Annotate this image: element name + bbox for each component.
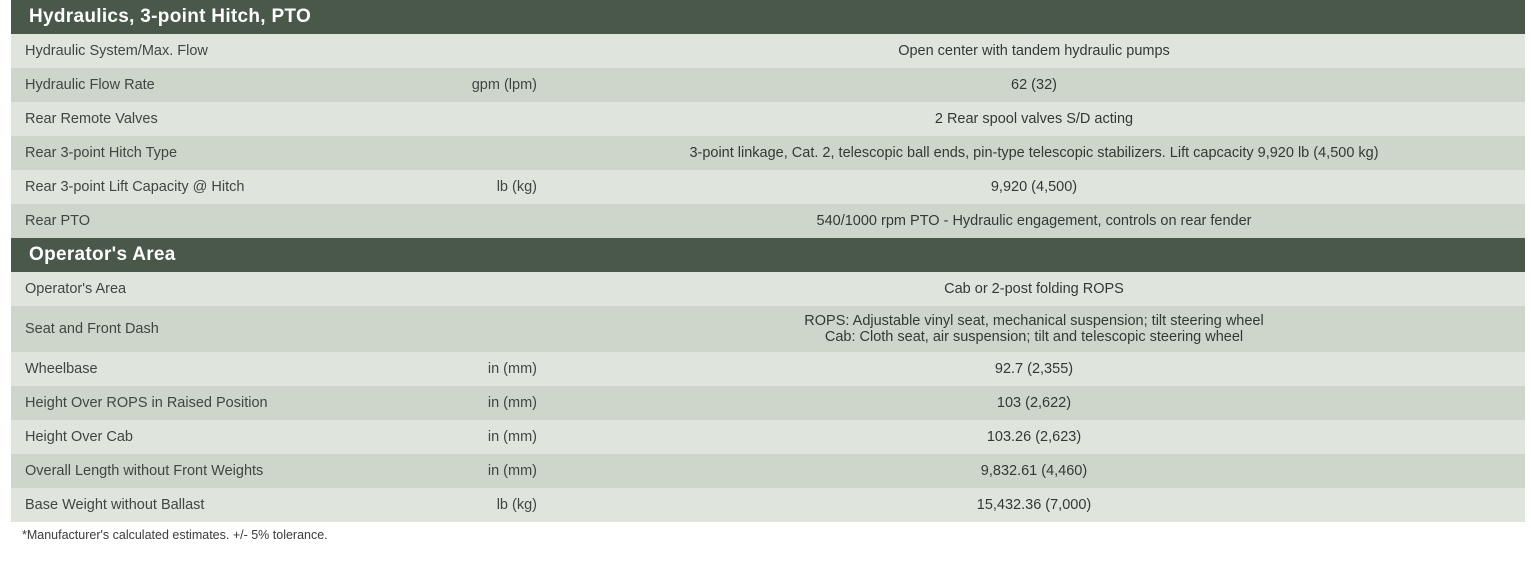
section-header: Hydraulics, 3-point Hitch, PTO bbox=[11, 0, 1525, 34]
spec-value: ROPS: Adjustable vinyl seat, mechanical … bbox=[543, 306, 1525, 352]
spec-value-line: ROPS: Adjustable vinyl seat, mechanical … bbox=[804, 313, 1263, 329]
spec-label: Overall Length without Front Weights bbox=[25, 463, 263, 479]
spec-label-cell: Height Over ROPS in Raised Position in (m… bbox=[11, 386, 543, 420]
spec-label-cell: Base Weight without Ballast lb (kg) bbox=[11, 488, 543, 522]
spec-table: Hydraulics, 3-point Hitch, PTOHydraulic … bbox=[11, 0, 1525, 522]
spec-label: Seat and Front Dash bbox=[25, 321, 159, 337]
spec-label: Rear 3-point Lift Capacity @ Hitch bbox=[25, 179, 244, 195]
spec-label-cell: Seat and Front Dash bbox=[11, 306, 543, 352]
spec-label-cell: Overall Length without Front Weights in (… bbox=[11, 454, 543, 488]
spec-label: Wheelbase bbox=[25, 361, 98, 377]
spec-value: 9,832.61 (4,460) bbox=[543, 454, 1525, 488]
spec-value: 540/1000 rpm PTO - Hydraulic engagement,… bbox=[543, 204, 1525, 238]
spec-row: Hydraulic System/Max. Flow Open center wi… bbox=[11, 34, 1525, 68]
spec-row: Hydraulic Flow Rate gpm (lpm)62 (32) bbox=[11, 68, 1525, 102]
spec-label: Rear 3-point Hitch Type bbox=[25, 145, 177, 161]
spec-label-cell: Rear 3-point Lift Capacity @ Hitch lb (kg… bbox=[11, 170, 543, 204]
spec-value: Open center with tandem hydraulic pumps bbox=[543, 34, 1525, 68]
spec-label-cell: Rear Remote Valves bbox=[11, 102, 543, 136]
spec-row: Rear 3-point Hitch Type 3-point linkage, … bbox=[11, 136, 1525, 170]
spec-label-cell: Rear PTO bbox=[11, 204, 543, 238]
spec-unit: in (mm) bbox=[488, 361, 539, 377]
spec-label: Base Weight without Ballast bbox=[25, 497, 204, 513]
spec-row: Overall Length without Front Weights in (… bbox=[11, 454, 1525, 488]
spec-row: Height Over Cab in (mm)103.26 (2,623) bbox=[11, 420, 1525, 454]
spec-value: Cab or 2-post folding ROPS bbox=[543, 272, 1525, 306]
spec-value: 62 (32) bbox=[543, 68, 1525, 102]
spec-unit: in (mm) bbox=[488, 463, 539, 479]
spec-row: Rear PTO 540/1000 rpm PTO - Hydraulic eng… bbox=[11, 204, 1525, 238]
spec-label-cell: Hydraulic Flow Rate gpm (lpm) bbox=[11, 68, 543, 102]
spec-label: Rear PTO bbox=[25, 213, 90, 229]
spec-label: Hydraulic Flow Rate bbox=[25, 77, 155, 93]
spec-value: 3-point linkage, Cat. 2, telescopic ball… bbox=[543, 136, 1525, 170]
spec-label: Operator's Area bbox=[25, 281, 126, 297]
spec-row: Height Over ROPS in Raised Position in (m… bbox=[11, 386, 1525, 420]
section-header: Operator's Area bbox=[11, 238, 1525, 272]
spec-row: Rear 3-point Lift Capacity @ Hitch lb (kg… bbox=[11, 170, 1525, 204]
spec-value: 15,432.36 (7,000) bbox=[543, 488, 1525, 522]
footnote: *Manufacturer's calculated estimates. +/… bbox=[0, 522, 1531, 542]
spec-row: Rear Remote Valves 2 Rear spool valves S/… bbox=[11, 102, 1525, 136]
spec-label: Hydraulic System/Max. Flow bbox=[25, 43, 208, 59]
spec-value: 2 Rear spool valves S/D acting bbox=[543, 102, 1525, 136]
spec-value: 92.7 (2,355) bbox=[543, 352, 1525, 386]
spec-row: Operator's Area Cab or 2-post folding ROP… bbox=[11, 272, 1525, 306]
spec-unit: lb (kg) bbox=[497, 179, 539, 195]
spec-value-line: Cab: Cloth seat, air suspension; tilt an… bbox=[825, 329, 1243, 345]
spec-label-cell: Wheelbase in (mm) bbox=[11, 352, 543, 386]
spec-value: 103 (2,622) bbox=[543, 386, 1525, 420]
spec-row: Base Weight without Ballast lb (kg)15,432… bbox=[11, 488, 1525, 522]
spec-label-cell: Height Over Cab in (mm) bbox=[11, 420, 543, 454]
spec-unit: in (mm) bbox=[488, 429, 539, 445]
spec-value: 103.26 (2,623) bbox=[543, 420, 1525, 454]
spec-label: Rear Remote Valves bbox=[25, 111, 158, 127]
spec-label: Height Over Cab bbox=[25, 429, 133, 445]
spec-label-cell: Hydraulic System/Max. Flow bbox=[11, 34, 543, 68]
spec-row: Wheelbase in (mm)92.7 (2,355) bbox=[11, 352, 1525, 386]
spec-row: Seat and Front Dash ROPS: Adjustable viny… bbox=[11, 306, 1525, 352]
spec-label-cell: Rear 3-point Hitch Type bbox=[11, 136, 543, 170]
spec-label-cell: Operator's Area bbox=[11, 272, 543, 306]
spec-unit: in (mm) bbox=[488, 395, 539, 411]
spec-unit: lb (kg) bbox=[497, 497, 539, 513]
spec-label: Height Over ROPS in Raised Position bbox=[25, 395, 268, 411]
spec-value: 9,920 (4,500) bbox=[543, 170, 1525, 204]
spec-unit: gpm (lpm) bbox=[472, 77, 539, 93]
